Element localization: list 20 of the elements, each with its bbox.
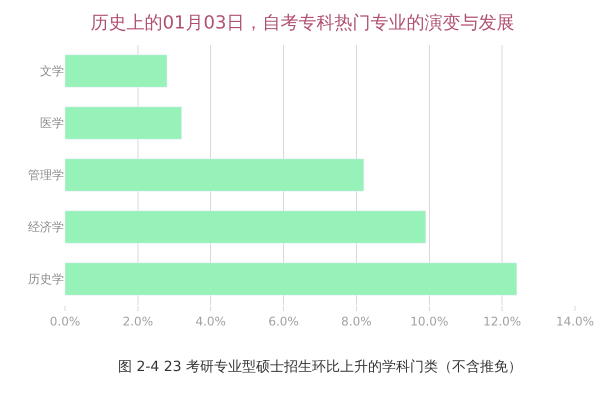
x-tick-label: 2.0% bbox=[122, 314, 154, 328]
y-tick-label: 文学 bbox=[40, 64, 64, 78]
y-tick-label: 医学 bbox=[40, 116, 64, 130]
x-tick-label: 14.0% bbox=[556, 314, 594, 328]
y-tick-label: 经济学 bbox=[28, 220, 64, 234]
bar bbox=[65, 210, 426, 244]
x-tick-label: 6.0% bbox=[268, 314, 299, 328]
x-tick-label: 10.0% bbox=[410, 314, 448, 328]
chart-title: 历史上的01月03日，自考专科热门专业的演变与发展 bbox=[90, 12, 514, 34]
caption: 图 2-4 23 考研专业型硕士招生环比上升的学科门类（不含推免） bbox=[118, 359, 522, 375]
bar bbox=[65, 106, 182, 140]
x-tick-label: 0.0% bbox=[50, 314, 80, 328]
bar bbox=[65, 158, 364, 192]
x-tick-label: 8.0% bbox=[341, 314, 372, 328]
bar bbox=[65, 262, 517, 296]
y-tick-label: 历史学 bbox=[28, 272, 64, 286]
x-tick-label: 4.0% bbox=[195, 314, 226, 328]
y-tick-label: 管理学 bbox=[28, 168, 64, 182]
bar bbox=[65, 54, 168, 88]
x-tick-label: 12.0% bbox=[483, 314, 522, 328]
